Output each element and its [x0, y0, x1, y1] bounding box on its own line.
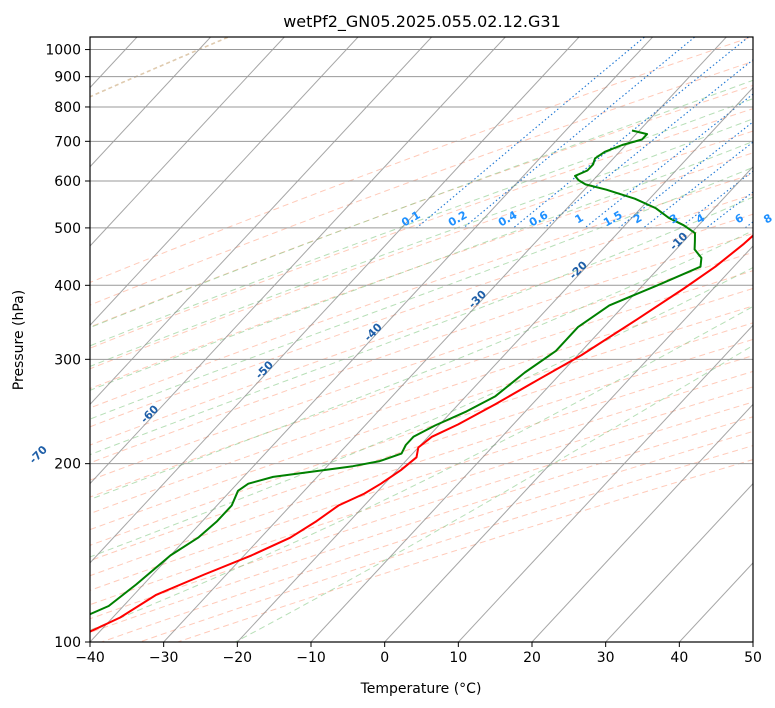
isotherm: [90, 37, 359, 326]
isotherm: [90, 37, 654, 642]
x-tick-label: 30: [597, 650, 615, 666]
isotherm: [90, 37, 580, 564]
dry-adiabat: [90, 173, 753, 409]
mixing-ratio-label: 2: [631, 211, 644, 226]
isotherm: [162, 37, 728, 642]
isotherm: [752, 641, 753, 642]
x-tick-label: 0: [380, 650, 389, 666]
y-tick-label: 600: [54, 174, 81, 190]
dry-adiabat-label: -10: [667, 229, 690, 252]
isotherm: [236, 86, 753, 642]
dry-adiabat: [90, 370, 753, 591]
grid-lines: [0, 35, 753, 656]
x-tick-label: 40: [670, 650, 688, 666]
y-tick-label: 100: [54, 635, 81, 651]
moist-adiabat: [90, 196, 753, 456]
y-tick-label: 200: [54, 457, 81, 473]
dry-adiabat: [90, 338, 753, 562]
dry-adiabat-label: -20: [567, 258, 590, 281]
plot-frame: [89, 36, 754, 643]
moist-adiabat: [234, 344, 753, 642]
dry-adiabat-label: -30: [466, 288, 489, 311]
chart-title: wetPf2_GN05.2025.055.02.12.G31: [283, 12, 561, 32]
dry-adiabat: [90, 152, 753, 390]
dry-adiabat: [90, 355, 753, 577]
dry-adiabat-label: -70: [27, 443, 50, 466]
mixing-ratio-label: 8: [761, 211, 774, 226]
dry-adiabat: [90, 193, 753, 428]
moist-adiabat: [90, 267, 753, 558]
moist-adiabat: [90, 140, 753, 391]
y-tick-label: 300: [54, 352, 81, 368]
mixing-ratio-line: [416, 37, 646, 229]
dry-adiabat: [90, 305, 753, 531]
y-tick-label: 400: [54, 278, 81, 294]
x-tick-label: 20: [523, 650, 541, 666]
x-tick-label: −20: [223, 650, 253, 666]
moist-adiabat: [90, 166, 753, 420]
dry-adiabat: [90, 108, 753, 349]
y-tick-label: 1000: [45, 43, 81, 59]
isotherm: [90, 37, 507, 485]
dry-adiabat: [90, 60, 753, 306]
moist-adiabat: [90, 98, 753, 347]
moist-adiabat: [90, 230, 753, 501]
y-tick-label: 800: [54, 100, 81, 116]
x-tick-label: −10: [296, 650, 326, 666]
x-axis-label: Temperature (°C): [360, 681, 482, 697]
isotherm: [678, 562, 753, 642]
dry-adiabat: [90, 416, 753, 634]
isotherm: [531, 403, 753, 642]
dry-adiabat: [90, 84, 753, 328]
dry-adiabat: [90, 322, 753, 546]
x-tick-label: −30: [149, 650, 179, 666]
y-tick-label: 500: [54, 221, 81, 237]
moist-adiabat: [90, 79, 753, 329]
y-tick-label: 900: [54, 70, 81, 86]
reference-labels: -100-90-80-70-60-50-40-30-20-100.10.20.4…: [27, 208, 775, 466]
axis-ticks: −40 −30 −20 −10 0 10 20 30 40 50 100 200 300 400 500 60…: [45, 43, 762, 666]
isotherm: [604, 482, 753, 642]
dry-adiabat: [90, 251, 753, 481]
dry-adiabat-label: -40: [362, 320, 385, 343]
y-tick-label: 700: [54, 134, 81, 150]
dry-adiabat: [90, 287, 753, 515]
reference-lines: [90, 37, 753, 642]
x-tick-label: 10: [449, 650, 467, 666]
isotherm: [0, 35, 66, 656]
dry-adiabat: [90, 233, 753, 464]
dry-adiabat: [90, 401, 753, 620]
dry-adiabat: [90, 386, 753, 606]
mixing-ratio-line: [584, 93, 753, 229]
y-axis-label: Pressure (hPa): [11, 290, 27, 390]
mixing-ratio-label: 4: [694, 211, 707, 226]
mixing-ratio-line: [463, 37, 696, 229]
stability-curve: [90, 37, 231, 98]
mixing-ratio-label: 1: [573, 211, 586, 226]
isotherm: [310, 166, 753, 642]
temperature-profile: [90, 234, 753, 633]
isotherm: [90, 37, 286, 247]
isotherm: [90, 37, 433, 406]
isotherm: [90, 37, 212, 168]
mixing-ratio-line: [679, 170, 753, 229]
dry-adiabat-label: -50: [253, 358, 276, 381]
mixing-ratio-line: [513, 37, 750, 229]
mixing-ratio-label: 6: [733, 211, 746, 226]
isotherm: [383, 245, 753, 642]
x-tick-label: −40: [75, 650, 105, 666]
sounding-lines: [90, 129, 753, 633]
isotherm: [457, 324, 753, 642]
x-tick-label: 50: [744, 650, 762, 666]
dry-adiabat: [90, 270, 753, 498]
moist-adiabat: [90, 118, 753, 367]
dewpoint-profile: [90, 129, 703, 616]
dry-adiabat: [90, 213, 753, 446]
mixing-ratio-line: [543, 59, 753, 229]
dry-adiabat: [90, 130, 753, 370]
dry-adiabat-label: -60: [138, 402, 161, 425]
moist-adiabat: [90, 305, 753, 631]
